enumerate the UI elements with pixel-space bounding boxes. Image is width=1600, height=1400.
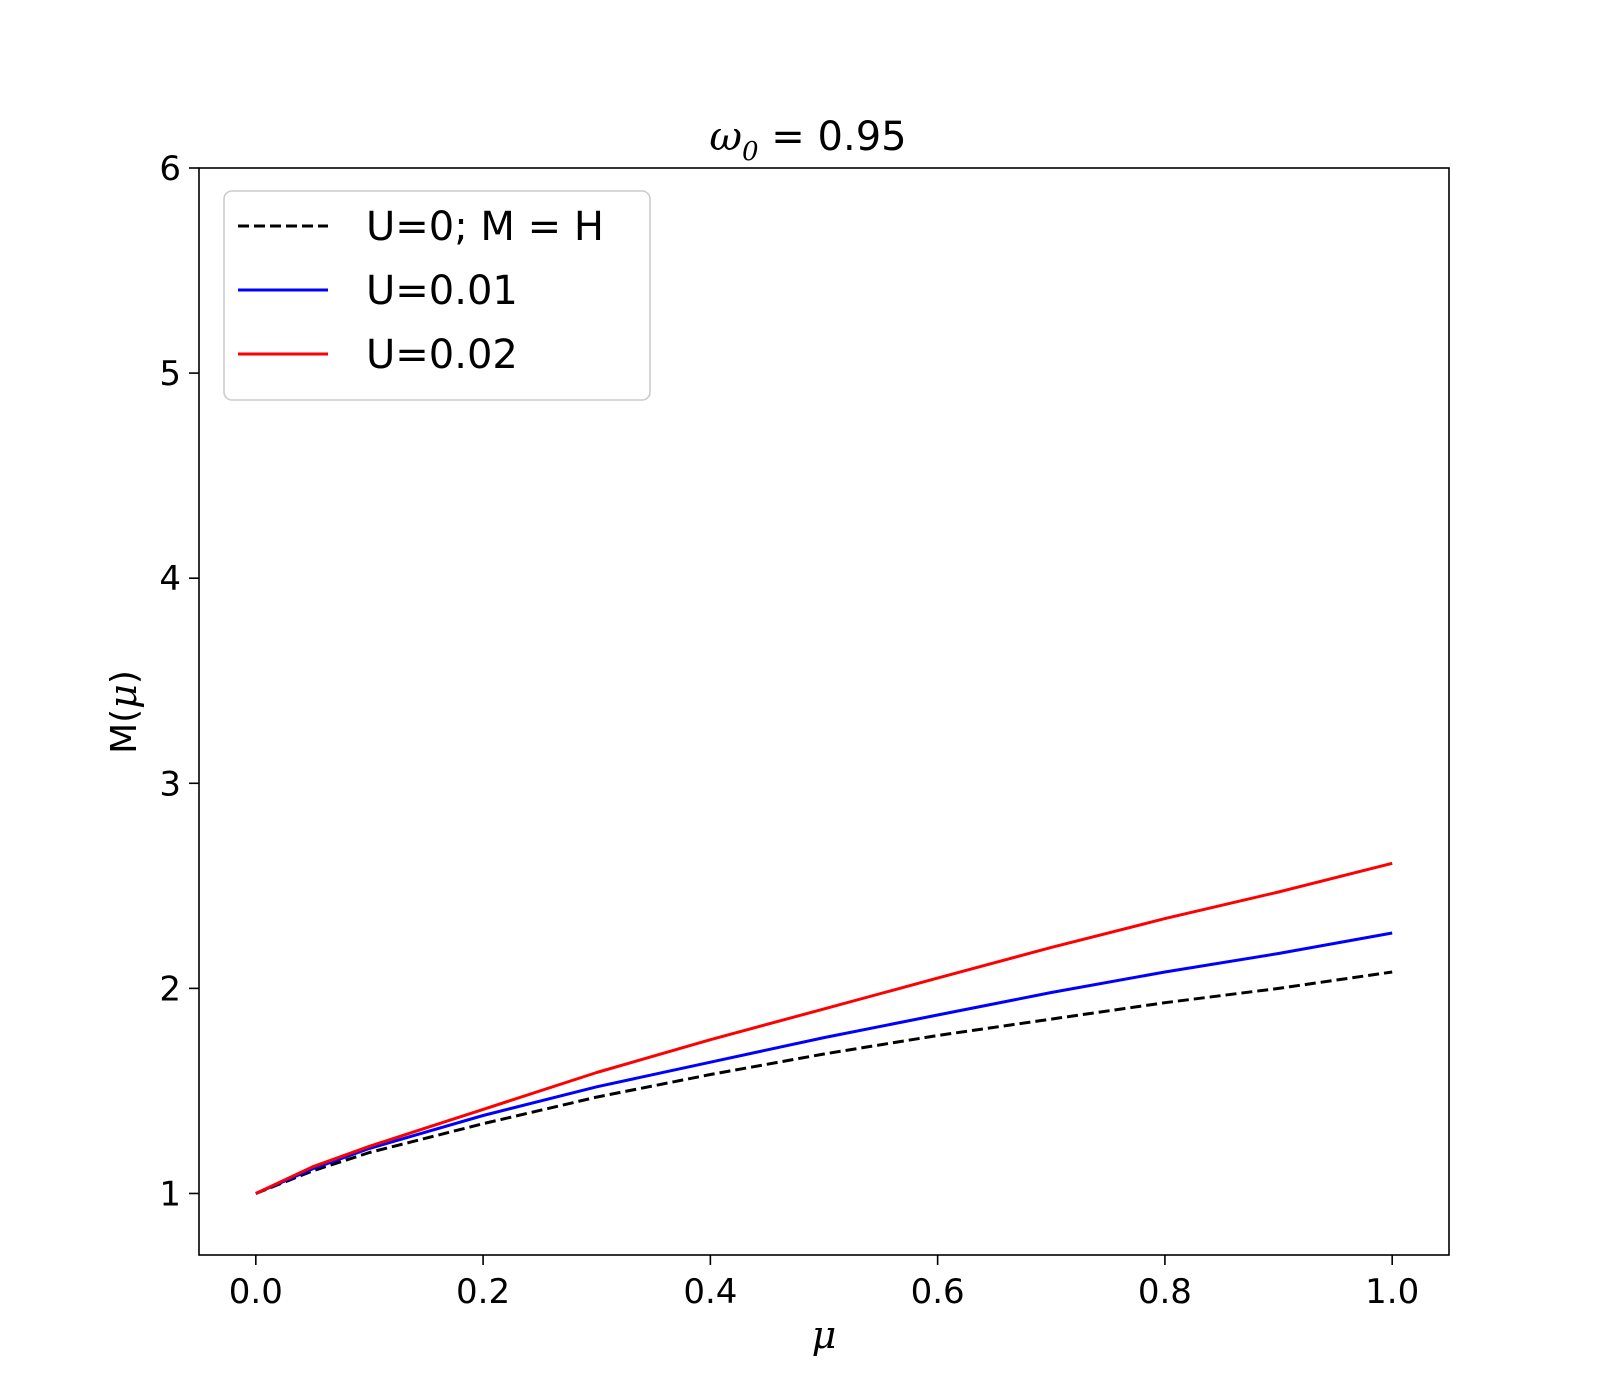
chart-title: ω0 = 0.95 bbox=[709, 114, 906, 167]
y-axis-label: M(μ) bbox=[101, 670, 145, 754]
title-subscript: 0 bbox=[742, 137, 759, 167]
y-axis-label-prefix: M( bbox=[104, 709, 145, 754]
x-tick-label: 0.0 bbox=[229, 1272, 283, 1312]
legend-label-0: U=0; M = H bbox=[366, 204, 604, 250]
y-tick-label: 2 bbox=[159, 969, 181, 1009]
x-tick-label: 1.0 bbox=[1365, 1272, 1419, 1312]
series-line-1 bbox=[255, 931, 1393, 1195]
x-axis-label: μ bbox=[812, 1313, 837, 1357]
series-layer bbox=[255, 861, 1393, 1195]
y-axis-label-suffix: ) bbox=[104, 670, 145, 684]
legend-label-2: U=0.02 bbox=[366, 332, 518, 378]
x-axis-ticks: 0.0 0.2 0.4 0.6 0.8 1.0 bbox=[229, 1255, 1419, 1312]
y-axis-label-symbol: μ bbox=[101, 684, 145, 709]
x-tick-label: 0.6 bbox=[911, 1272, 965, 1312]
y-tick-label: 3 bbox=[159, 764, 181, 804]
legend: U=0; M = H U=0.01 U=0.02 bbox=[223, 190, 651, 401]
y-tick-label: 4 bbox=[159, 559, 181, 599]
series-line-0 bbox=[255, 970, 1393, 1195]
legend-label-1: U=0.01 bbox=[366, 268, 518, 314]
y-tick-label: 6 bbox=[159, 149, 181, 189]
title-relation: = 0.95 bbox=[759, 114, 907, 160]
plot-area bbox=[255, 861, 1393, 1195]
y-tick-label: 5 bbox=[159, 354, 181, 394]
y-axis-ticks: 1 2 3 4 5 6 bbox=[159, 149, 199, 1214]
x-tick-label: 0.2 bbox=[456, 1272, 510, 1312]
x-tick-label: 0.4 bbox=[683, 1272, 737, 1312]
legend-box bbox=[223, 190, 651, 401]
series-line-2 bbox=[255, 861, 1393, 1195]
x-tick-label: 0.8 bbox=[1138, 1272, 1192, 1312]
title-symbol: ω bbox=[709, 114, 742, 160]
y-tick-label: 1 bbox=[159, 1174, 181, 1214]
axes-frame bbox=[198, 167, 1450, 1256]
